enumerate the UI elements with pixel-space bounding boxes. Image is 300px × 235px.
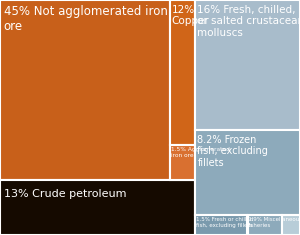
Bar [0, 0, 170, 180]
Text: 45% Not agglomerated iron
ore: 45% Not agglomerated iron ore [4, 5, 167, 33]
Bar [0, 180, 195, 235]
Text: 13% Crude petroleum: 13% Crude petroleum [4, 189, 126, 200]
Bar [170, 145, 195, 180]
Bar [195, 215, 247, 235]
Text: 1.5% Fresh or chilled
fish, excluding fillets: 1.5% Fresh or chilled fish, excluding fi… [196, 217, 253, 228]
Bar [195, 0, 300, 130]
Text: 8.2% Frozen
fish, excluding
fillets: 8.2% Frozen fish, excluding fillets [197, 135, 268, 168]
Bar [195, 130, 300, 215]
Text: 16% Fresh, chilled, frozen
or salted crustaceans &
molluscs: 16% Fresh, chilled, frozen or salted cru… [197, 5, 300, 38]
Text: 1.5% Agglomerated
iron ore: 1.5% Agglomerated iron ore [171, 147, 230, 158]
Text: 0.9% Miscellaneous
fisheries: 0.9% Miscellaneous fisheries [248, 217, 300, 228]
Bar [248, 215, 282, 235]
Text: 12%
Copper: 12% Copper [172, 5, 209, 26]
Bar [282, 215, 300, 235]
Bar [170, 0, 195, 145]
